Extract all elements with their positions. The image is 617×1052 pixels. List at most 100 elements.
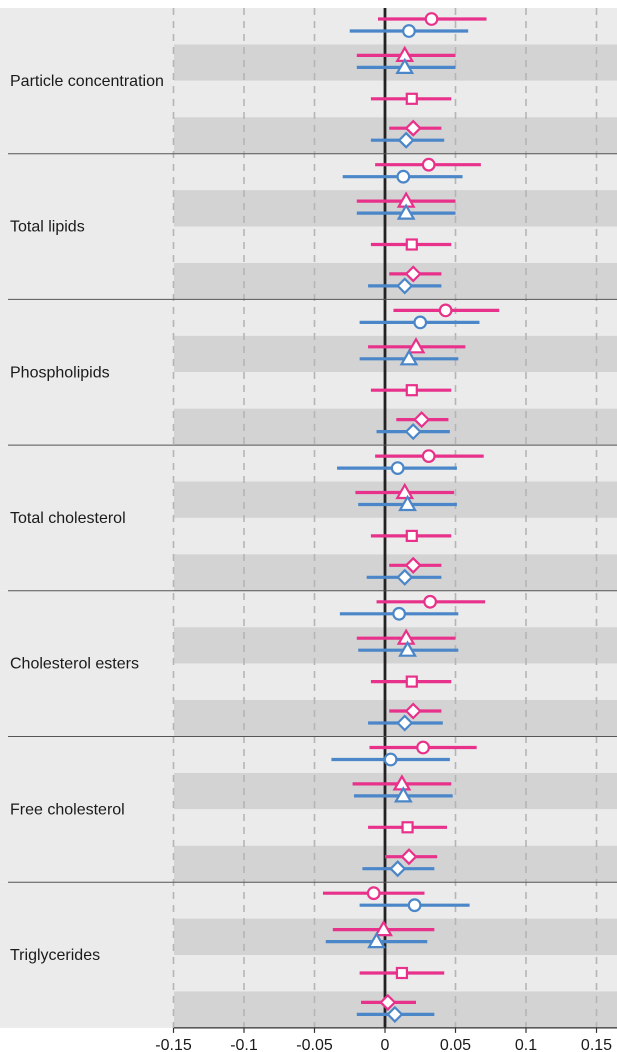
group-label: Particle concentration [10,73,164,90]
row-band [174,44,617,81]
blue-estimate [370,131,445,149]
label-band [0,590,174,737]
row-band [174,299,617,336]
pink-estimate [369,740,477,755]
diamond-marker [404,119,422,137]
triangle-marker [393,786,413,803]
pink-estimate [368,821,448,834]
blue-estimate [337,461,457,476]
pink-estimate [393,303,500,318]
pink-estimate [389,119,442,137]
pink-estimate [355,482,455,500]
row-band [174,8,617,45]
background-bands [0,8,617,1028]
pink-estimate [322,886,425,901]
circle-marker [383,752,398,767]
triangle-marker [374,919,393,937]
pink-estimate [375,449,484,464]
blue-estimate [342,169,463,184]
pink-estimate [389,265,442,283]
row-band [174,335,617,373]
blue-estimate [376,423,450,441]
group-label: Cholesterol esters [10,656,139,673]
blue-estimate [359,349,459,366]
circle-marker [413,315,428,330]
row-band [174,408,617,445]
pink-estimate [377,12,487,26]
blue-estimate [359,315,480,330]
pink-estimate [389,556,442,574]
x-axis: -0.15 -0.1 -0.05 0 0.05 0.1 0.15 [155,1027,617,1052]
pink-estimate [370,92,452,105]
blue-estimate [353,786,453,803]
blue-estimate [362,860,435,878]
row-band [174,190,617,227]
row-band [174,117,617,154]
x-tick-label: 0 [381,1037,390,1052]
blue-estimate [356,57,456,75]
triangle-marker [398,494,417,512]
pink-estimate [375,157,481,172]
diamond-marker [413,411,431,429]
pink-estimate [332,919,435,937]
blue-estimate [325,931,428,949]
pink-estimate [370,238,452,251]
group-label: Triglycerides [10,947,100,964]
blue-estimate [358,640,459,657]
square-marker [405,384,418,397]
group-labels: Particle concentration Total lipids Phosph… [10,73,164,964]
triangle-marker [395,482,415,500]
diamond-marker [397,131,415,149]
blue-estimate [368,277,442,295]
blue-estimate [368,714,443,732]
blue-estimate [356,1005,435,1023]
diamond-marker [404,423,422,441]
diamond-marker [396,714,414,732]
x-tick-label: -0.1 [230,1037,258,1052]
group-label: Free cholesterol [10,801,125,818]
pink-estimate [370,384,452,397]
square-marker [405,675,418,688]
blue-estimate [359,898,470,913]
pink-estimate [385,848,438,866]
diamond-marker [404,265,422,283]
label-band [0,153,174,300]
circle-marker [392,606,407,621]
blue-estimate [349,24,469,38]
circle-marker [423,594,438,609]
pink-estimate [359,966,445,980]
group-separators [8,153,617,883]
row-band [174,700,617,737]
group-label: Total lipids [10,219,85,236]
pink-estimate [361,993,417,1011]
circle-marker [390,461,405,476]
triangle-marker [398,640,417,657]
triangle-marker [395,57,415,75]
circle-marker [402,24,416,38]
blue-estimate [358,494,457,512]
circle-marker [421,157,436,172]
pink-estimate [389,702,442,720]
circle-marker [424,12,439,26]
circle-marker [366,886,381,901]
diamond-marker [396,568,414,586]
row-band [174,554,617,591]
blue-estimate [366,568,442,586]
row-band [174,153,617,191]
label-band [0,736,174,883]
pink-estimate [370,529,452,543]
pink-estimate [376,594,486,609]
diamond-marker [379,993,397,1011]
label-band [0,445,174,591]
group-label: Total cholesterol [10,510,126,527]
triangle-marker [396,203,416,220]
x-tick-label: -0.05 [296,1037,333,1052]
circle-marker [407,898,422,913]
label-band [0,299,174,446]
label-band [0,882,174,1028]
square-marker [401,821,414,834]
pink-estimate [368,337,466,354]
circle-marker [438,303,453,318]
row-band [174,882,617,919]
